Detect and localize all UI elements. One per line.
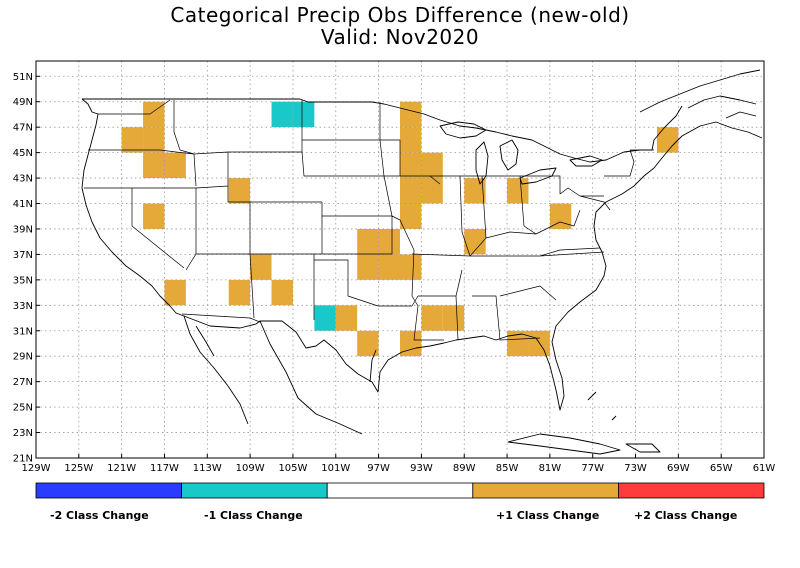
state-and-coast-boundaries bbox=[81, 69, 763, 455]
grid-cell-plus1 bbox=[421, 152, 443, 179]
canada-coast-north bbox=[639, 69, 761, 119]
grid-cell-plus1 bbox=[357, 228, 379, 255]
grid-cell-plus1 bbox=[357, 330, 379, 357]
legend-swatch-zero bbox=[326, 482, 474, 499]
grid-cell-plus1 bbox=[464, 178, 486, 204]
grid-cell-plus1 bbox=[335, 305, 358, 331]
grid-cell-plus1 bbox=[164, 279, 186, 306]
lat-tick-label: 49N bbox=[13, 97, 33, 108]
grid-cell-plus1 bbox=[400, 101, 422, 128]
legend-swatch-plus2 bbox=[618, 482, 765, 499]
lon-tick-label: 73W bbox=[624, 463, 647, 474]
axis-tick-labels: 129W 125W 121W 117W 113W 109W 105W 101W 97W 93W 89… bbox=[13, 72, 776, 474]
cuba-and-caribbean bbox=[507, 391, 661, 455]
lon-tick-label: 109W bbox=[236, 463, 265, 474]
mexico-and-baja bbox=[183, 315, 377, 435]
state-lines bbox=[84, 99, 654, 341]
lat-tick-label: 27N bbox=[13, 377, 33, 388]
lon-tick-label: 85W bbox=[496, 463, 519, 474]
title-line-1: Categorical Precip Obs Difference (new-o… bbox=[170, 3, 630, 27]
lon-tick-label: 105W bbox=[278, 463, 307, 474]
lon-tick-label: 125W bbox=[64, 463, 93, 474]
grid-cell-plus1 bbox=[421, 178, 443, 204]
grid-cell-minus1 bbox=[292, 101, 315, 128]
lon-tick-label: 81W bbox=[539, 463, 562, 474]
lon-tick-label: 129W bbox=[22, 463, 51, 474]
grid-cell-plus1 bbox=[400, 127, 422, 153]
grid-cell-minus1 bbox=[314, 305, 336, 331]
lat-tick-label: 31N bbox=[13, 326, 33, 337]
lon-tick-label: 121W bbox=[107, 463, 136, 474]
grid-cell-plus1 bbox=[143, 152, 165, 179]
legend-label-plus1: +1 Class Change bbox=[496, 509, 599, 522]
lat-tick-label: 23N bbox=[13, 428, 33, 439]
lat-tick-label: 51N bbox=[13, 72, 33, 83]
grid-cell-plus1 bbox=[143, 101, 165, 128]
title-line-2: Valid: Nov2020 bbox=[320, 25, 480, 49]
legend-label-minus1: -1 Class Change bbox=[204, 509, 303, 522]
lat-tick-label: 29N bbox=[13, 352, 33, 363]
grid-cell-plus1 bbox=[400, 330, 422, 357]
legend-swatch-minus1 bbox=[181, 482, 328, 499]
lon-tick-label: 65W bbox=[710, 463, 733, 474]
map-frame bbox=[35, 60, 765, 459]
grid-cell-plus1 bbox=[507, 330, 529, 357]
lat-tick-label: 39N bbox=[13, 224, 33, 235]
grid-cell-plus1 bbox=[143, 127, 165, 153]
grid-cell-plus1 bbox=[121, 127, 144, 153]
lon-tick-label: 77W bbox=[581, 463, 604, 474]
legend-swatch-plus1 bbox=[472, 482, 619, 499]
grid-cell-plus1 bbox=[143, 203, 165, 229]
legend-color-bar bbox=[35, 482, 765, 499]
lat-tick-label: 43N bbox=[13, 174, 33, 185]
grid-cell-plus1 bbox=[228, 279, 251, 306]
lon-tick-label: 97W bbox=[367, 463, 390, 474]
lat-tick-label: 37N bbox=[13, 250, 33, 261]
difference-cells bbox=[121, 101, 679, 357]
lat-tick-label: 41N bbox=[13, 199, 33, 210]
legend-label-plus2: +2 Class Change bbox=[634, 509, 737, 522]
lat-tick-label: 47N bbox=[13, 123, 33, 134]
lon-tick-label: 113W bbox=[193, 463, 222, 474]
grid-cell-plus1 bbox=[464, 228, 486, 255]
legend-label-minus2: -2 Class Change bbox=[50, 509, 149, 522]
grid-cell-plus1 bbox=[271, 279, 293, 306]
grid-cell-plus1 bbox=[421, 305, 443, 331]
grid-cell-plus1 bbox=[400, 178, 422, 204]
lon-tick-label: 117W bbox=[150, 463, 179, 474]
grid-cell-plus1 bbox=[400, 203, 422, 229]
grid-cell-plus1 bbox=[228, 178, 251, 204]
grid-cell-plus1 bbox=[442, 305, 465, 331]
us-outline bbox=[81, 98, 763, 411]
grid-cell-plus1 bbox=[656, 127, 679, 153]
lon-tick-label: 61W bbox=[753, 463, 776, 474]
lon-tick-label: 101W bbox=[321, 463, 350, 474]
grid-cell-plus1 bbox=[400, 152, 422, 179]
color-legend: -2 Class Change -1 Class Change +1 Class… bbox=[35, 482, 765, 522]
grid-cell-plus1 bbox=[164, 152, 186, 179]
grid-cell-plus1 bbox=[357, 254, 379, 280]
lat-tick-label: 21N bbox=[13, 454, 33, 465]
lat-tick-label: 33N bbox=[13, 301, 33, 312]
grid-cell-plus1 bbox=[400, 254, 422, 280]
legend-swatch-minus2 bbox=[35, 482, 183, 499]
lon-tick-label: 93W bbox=[410, 463, 433, 474]
grid-cell-plus1 bbox=[378, 254, 400, 280]
lat-tick-label: 45N bbox=[13, 148, 33, 159]
grid-cell-plus1 bbox=[549, 203, 572, 229]
grid-cell-plus1 bbox=[378, 228, 400, 255]
lon-tick-label: 69W bbox=[667, 463, 690, 474]
grid-cell-minus1 bbox=[271, 101, 293, 128]
grid-cell-plus1 bbox=[250, 254, 272, 280]
lon-tick-label: 89W bbox=[453, 463, 476, 474]
grid-cell-plus1 bbox=[507, 178, 529, 204]
lat-tick-label: 35N bbox=[13, 275, 33, 286]
lat-tick-label: 25N bbox=[13, 403, 33, 414]
chart-title: Categorical Precip Obs Difference (new-o… bbox=[0, 4, 800, 48]
